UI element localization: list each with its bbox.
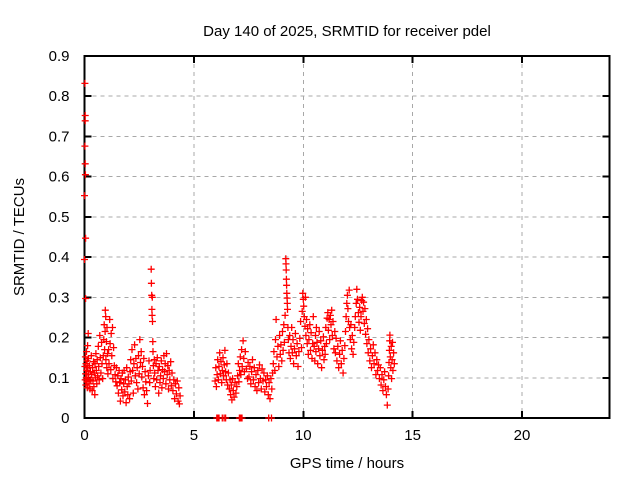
y-tick-label: 0.8 xyxy=(49,88,70,105)
chart-layer: 0 5 10 15 20 0 0.1 0.2 0.3 0.4 0.5 0.6 0.7 0.8 0.9 xyxy=(49,48,611,444)
y-tick-label: 0.4 xyxy=(49,249,70,266)
axis-ticks xyxy=(83,55,610,419)
y-tick-label: 0.2 xyxy=(49,330,70,347)
y-tick-label: 0.6 xyxy=(49,169,70,186)
plot-border xyxy=(83,55,611,419)
y-tick-label: 0.9 xyxy=(49,48,70,65)
x-axis-label: GPS time / hours xyxy=(290,455,404,472)
x-tick-label: 20 xyxy=(514,427,531,444)
y-tick-label: 0 xyxy=(61,410,69,427)
y-tick-label: 0.3 xyxy=(49,289,70,306)
y-tick-label: 0.5 xyxy=(49,209,70,226)
y-axis-label: SRMTID / TECUs xyxy=(11,178,28,296)
x-tick-label: 0 xyxy=(80,427,88,444)
data-points-plus-markers xyxy=(81,79,398,422)
x-tick-label: 15 xyxy=(404,427,421,444)
y-tick-label: 0.1 xyxy=(49,370,70,387)
chart-title: Day 140 of 2025, SRMTID for receiver pde… xyxy=(203,23,491,40)
x-tick-label: 5 xyxy=(190,427,198,444)
y-tick-label: 0.7 xyxy=(49,128,70,145)
x-tick-label: 10 xyxy=(295,427,312,444)
